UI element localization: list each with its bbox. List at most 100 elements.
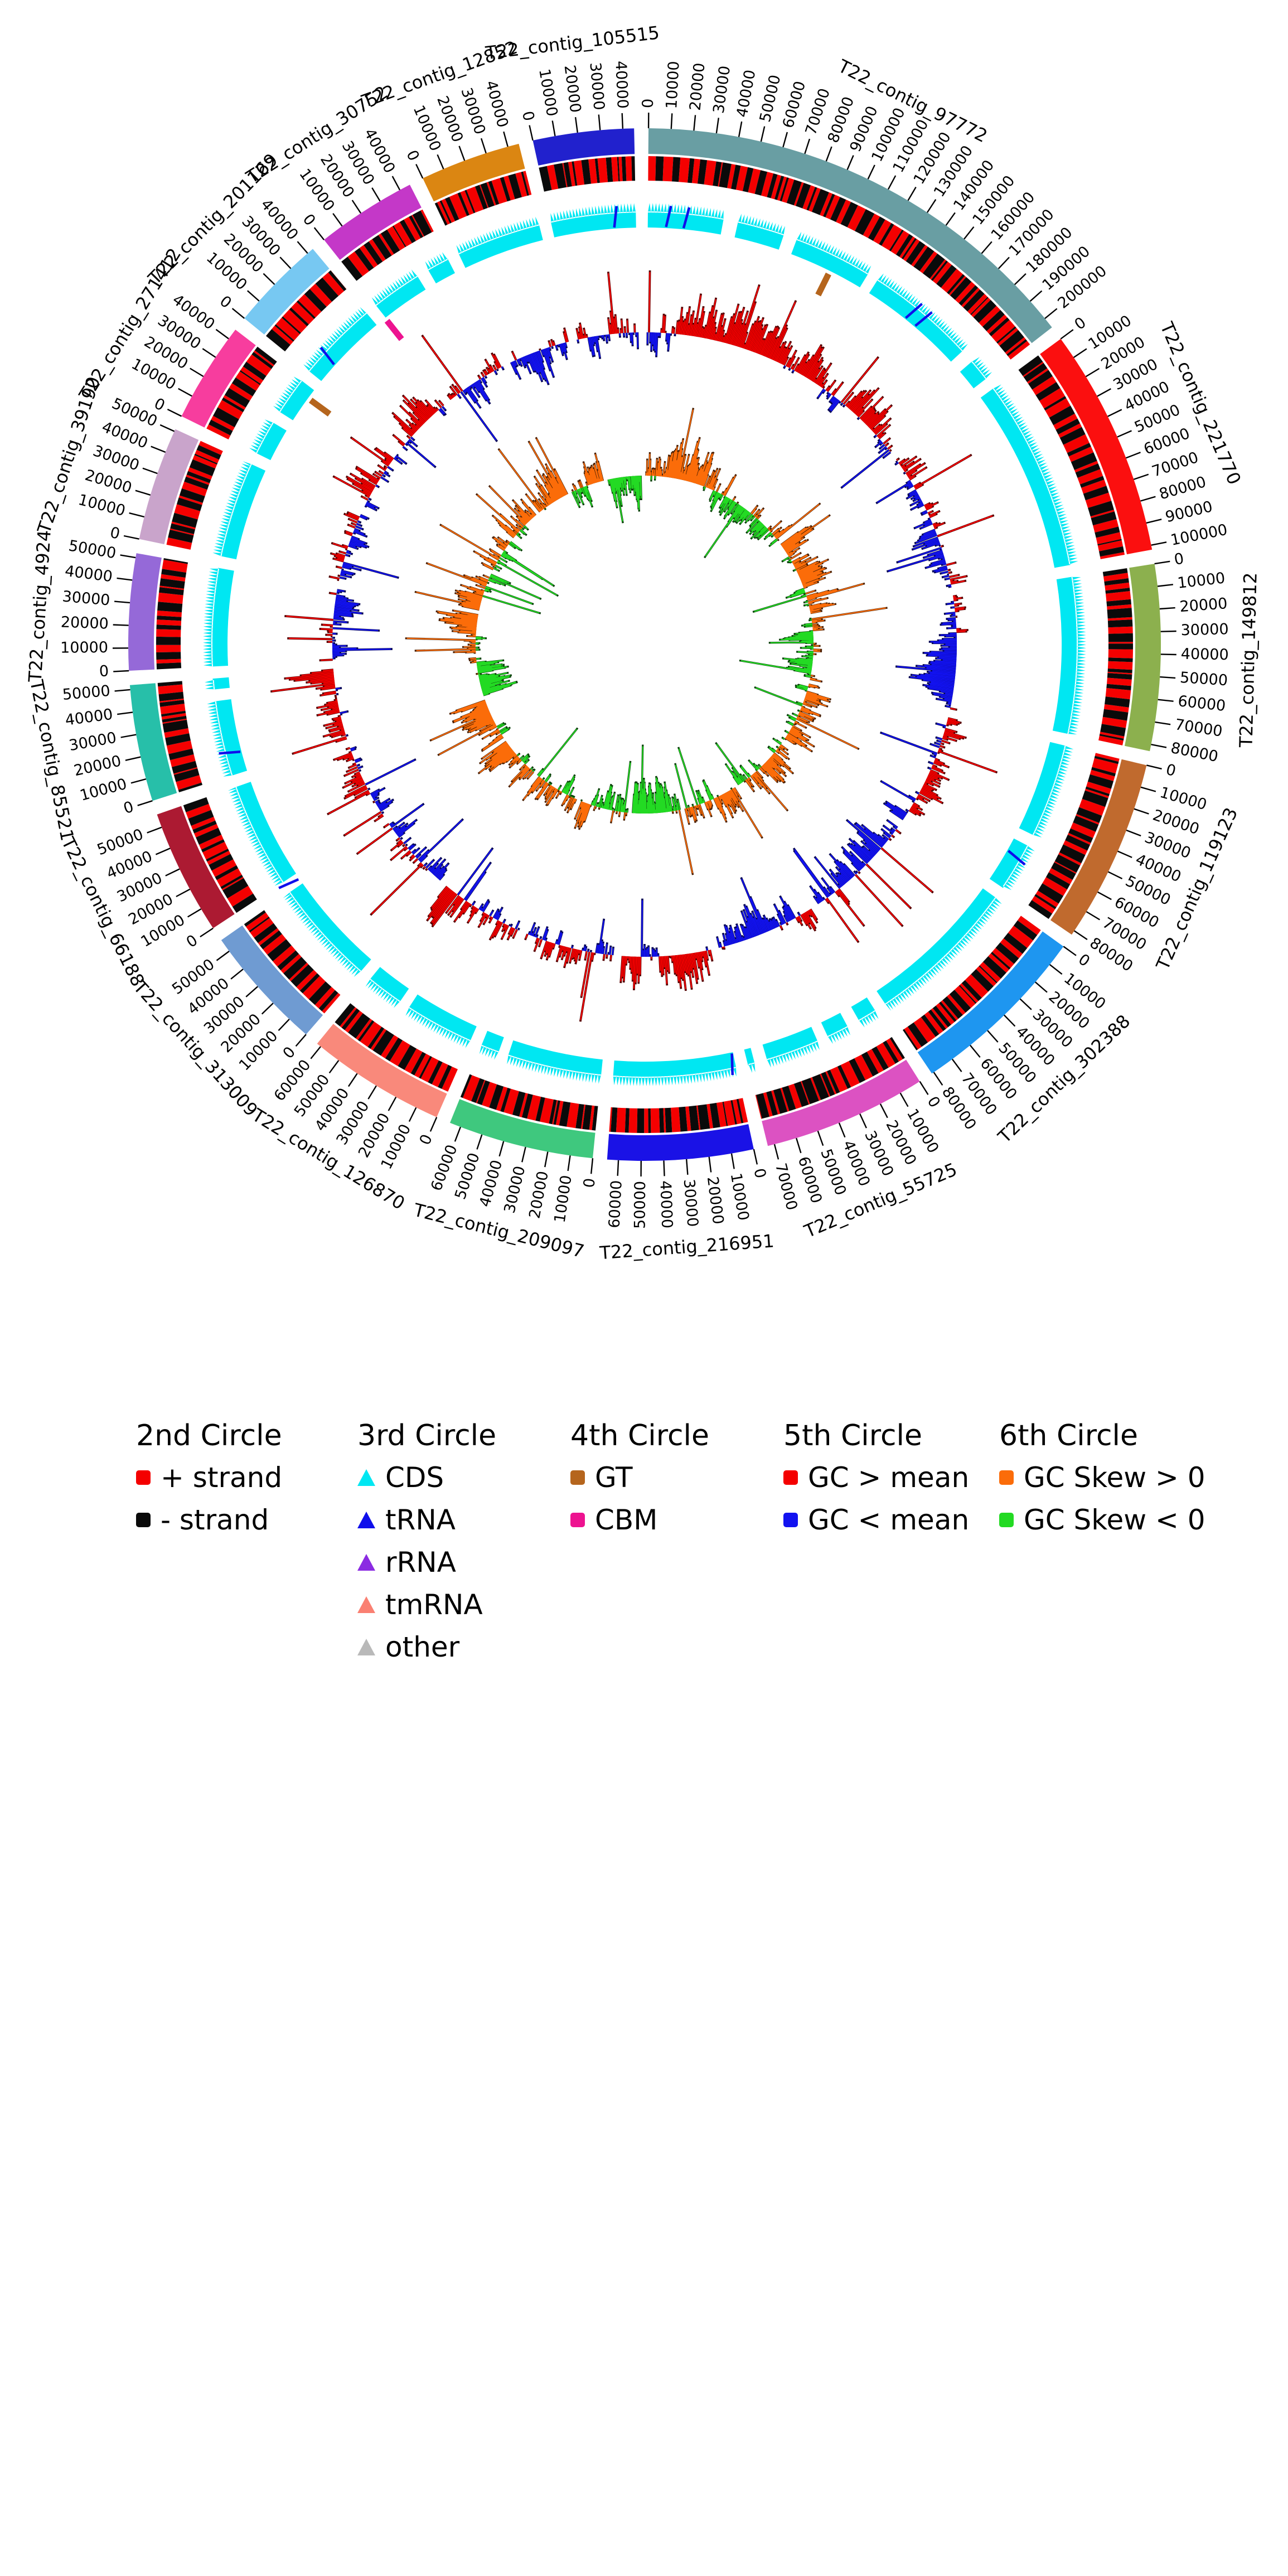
gc-above-mean-bars-outline (575, 272, 636, 340)
minus-strand-blocks (266, 270, 347, 352)
contig-ticks (123, 424, 175, 540)
gc-above-mean-bars (896, 455, 993, 584)
minus-strand-blocks (209, 346, 277, 435)
gc-below-mean-bars (647, 332, 891, 488)
tick-label: 40000 (733, 69, 759, 119)
contig-ticks (647, 112, 1058, 319)
trna-tick-mark (914, 311, 933, 327)
contig-ticks (1151, 560, 1176, 748)
tick-label: 50000 (632, 1181, 650, 1229)
tick-label: 20000 (1179, 595, 1228, 616)
tick-label: 10000 (727, 1172, 752, 1222)
contig-arc (917, 931, 1064, 1074)
legend-triangle-marker-icon (357, 1554, 375, 1571)
tick-label: 20000 (561, 64, 584, 114)
gc-skew-negative-bars (754, 556, 809, 612)
legend-item: CBM (570, 1499, 709, 1541)
gc-below-mean-bars (897, 601, 957, 708)
legend-item-label: - strand (161, 1504, 269, 1536)
gc-skew-positive-bars (646, 409, 820, 539)
legend-column-title: 3rd Circle (357, 1419, 497, 1452)
tick-label: 0 (99, 662, 109, 680)
gc-below-mean-bars (350, 747, 415, 814)
contig-ticks (454, 1126, 594, 1174)
legend-column-title: 2nd Circle (136, 1419, 282, 1452)
plus-strand-blocks (609, 1098, 748, 1134)
gc-skew-negative-bars (572, 485, 593, 507)
contig-arc (1040, 338, 1153, 555)
plus-strand-blocks (206, 346, 277, 440)
legend-column-title: 6th Circle (999, 1419, 1138, 1452)
legend-item: GT (570, 1456, 709, 1499)
tick-label: 0 (109, 524, 122, 543)
contig-ticks (114, 689, 153, 806)
cds-triangle-band (203, 568, 234, 667)
cds-triangle-band (456, 216, 543, 268)
legend-item: GC < mean (783, 1499, 969, 1541)
gc-skew-negative-bars (608, 476, 642, 522)
tick-label: 40000 (64, 563, 113, 586)
gc-skew-positive-bars (574, 801, 627, 829)
gc-above-mean-bars (330, 512, 360, 581)
minus-strand-blocks (156, 558, 188, 670)
legend-square-marker-icon (136, 1470, 151, 1485)
contig-arc (157, 806, 235, 928)
tick-label: 10000 (663, 61, 682, 109)
contig-arc (648, 128, 1052, 343)
trna-marks (219, 205, 1026, 1076)
gc-skew-negative-bars (475, 636, 486, 651)
tick-label: 10000 (551, 1174, 575, 1224)
gc-above-mean-bars-outline (648, 270, 893, 452)
contig-name-label: T22_contig_149812 (1235, 572, 1261, 748)
legend-triangle-marker-icon (357, 1639, 375, 1655)
gc-below-mean-bars (403, 406, 446, 467)
gc-below-mean-bars (332, 589, 391, 659)
cbm-mark (384, 318, 404, 341)
contig-arc (324, 185, 422, 260)
contig-ticks (112, 554, 136, 672)
cds-triangle-band (303, 307, 377, 381)
minus-strand-blocks (1099, 568, 1134, 741)
legend-item-label: GC > mean (808, 1461, 970, 1494)
tick-label: 20000 (704, 1175, 727, 1225)
contig-ticks (773, 1081, 929, 1160)
tick-label: 40000 (656, 1180, 675, 1229)
contig-ticks (1060, 329, 1167, 546)
tick-label: 10000 (78, 776, 129, 805)
tick-label: 0 (1173, 550, 1185, 569)
cds-triangle-band (980, 384, 1078, 568)
cds-triangle-band (249, 376, 314, 461)
tick-label: 0 (1075, 951, 1093, 970)
gc-skew-positive-bars-outline (468, 657, 478, 675)
tick-label: 60000 (606, 1180, 625, 1228)
legend-triangle-marker-icon (357, 1469, 375, 1486)
minus-strand-blocks (168, 445, 221, 543)
tick-label: 70000 (772, 1161, 801, 1212)
gc-above-mean-bars (648, 272, 892, 452)
cds-triangle-band (204, 677, 248, 777)
contig-arc (607, 1124, 754, 1161)
tick-label: 50000 (62, 682, 111, 704)
gc-below-mean-bars (335, 687, 347, 737)
tick-label: 20000 (526, 1170, 552, 1220)
tick-label: 40000 (64, 706, 114, 729)
legend: 2nd Circle + strand - strand 3rd Circle CDS t… (0, 1415, 1288, 1727)
plus-strand-blocks (1023, 361, 1125, 559)
cazyme-marks (308, 272, 831, 417)
gc-above-mean-bars (525, 933, 612, 1020)
contig-arc (762, 1059, 920, 1146)
legend-column-5nd-circle: 5th Circle GC > mean GC < mean (783, 1415, 969, 1541)
minus-strand-blocks (434, 171, 529, 226)
legend-item: tmRNA (357, 1584, 496, 1626)
tick-label: 0 (1072, 314, 1090, 333)
tick-label: 0 (1164, 761, 1178, 780)
gc-skew-positive-bars-outline (671, 810, 694, 875)
gc-skew-positive-bars (498, 438, 568, 512)
contig-ticks (415, 131, 509, 179)
tick-label: 10000 (76, 491, 127, 520)
legend-triangle-marker-icon (357, 1596, 375, 1613)
contig-ticks (216, 951, 307, 1047)
gc-skew-positive-bars (523, 776, 577, 812)
gc-above-mean-bars (286, 592, 337, 661)
